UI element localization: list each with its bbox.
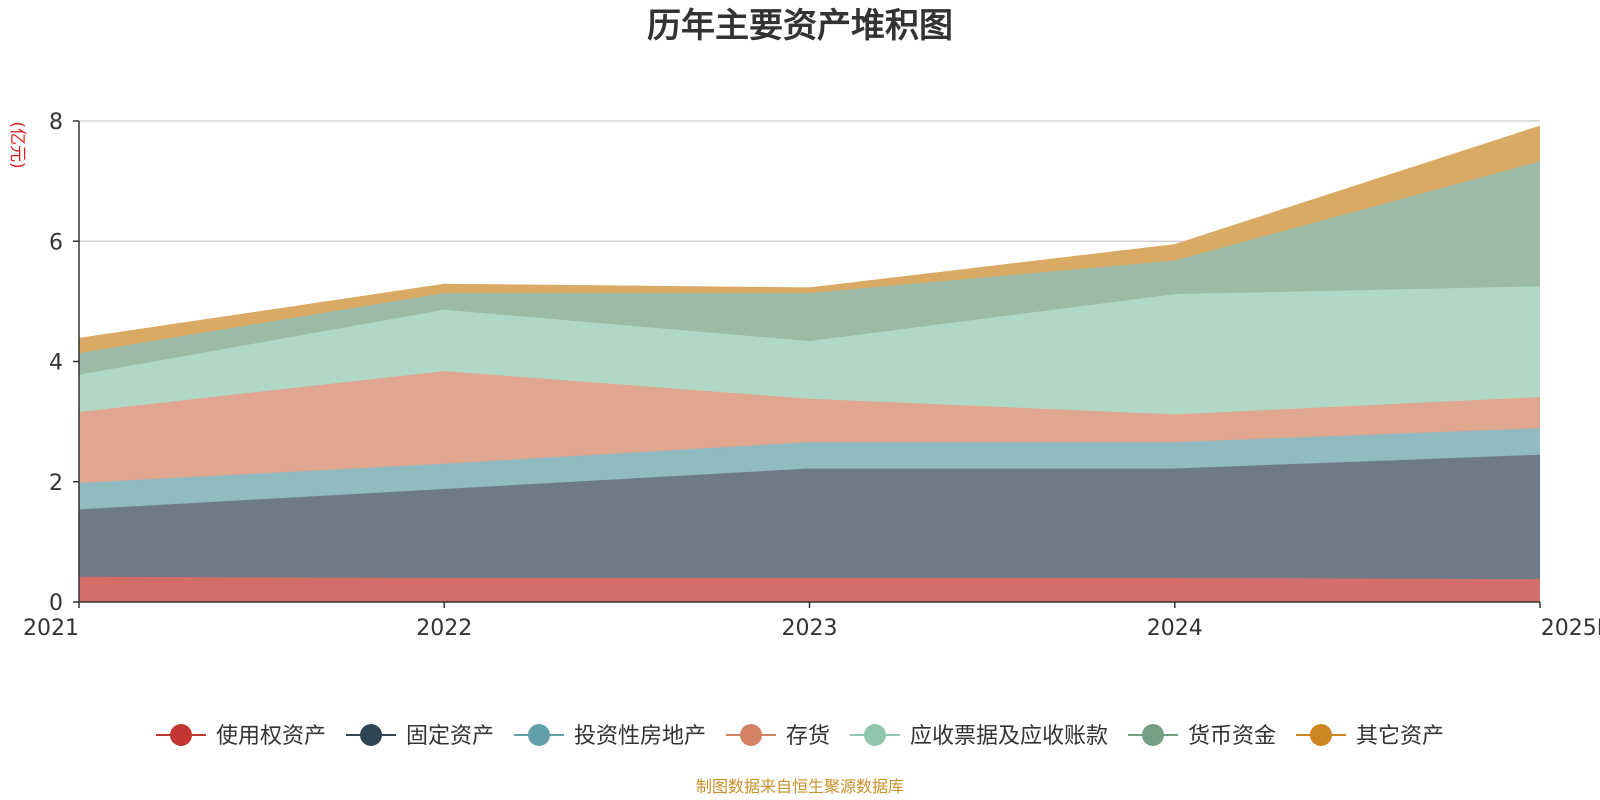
y-tick-label: 4 xyxy=(49,351,63,376)
area-series-5 xyxy=(79,286,1540,415)
legend-marker xyxy=(1310,724,1332,746)
legend-item: 存货 xyxy=(726,724,830,749)
y-axis-unit-label: (亿元) xyxy=(7,121,27,168)
legend-label: 存货 xyxy=(786,724,830,749)
legend-item: 其它资产 xyxy=(1296,724,1444,749)
x-tick-label: 2021 xyxy=(23,616,79,641)
x-tick-label: 2023 xyxy=(782,616,838,641)
legend-marker xyxy=(1142,724,1164,746)
legend-marker xyxy=(528,724,550,746)
y-tick-label: 8 xyxy=(49,110,63,135)
legend-marker xyxy=(360,724,382,746)
legend-item: 应收票据及应收账款 xyxy=(850,724,1108,749)
legend-item: 投资性房地产 xyxy=(514,724,706,749)
data-source-note: 制图数据来自恒生聚源数据库 xyxy=(696,777,904,796)
legend-item: 使用权资产 xyxy=(156,724,326,749)
area-series-6 xyxy=(79,161,1540,375)
legend-label: 应收票据及应收账款 xyxy=(910,724,1108,749)
y-tick-label: 6 xyxy=(49,230,63,255)
legend-label: 投资性房地产 xyxy=(574,724,706,749)
area-series-2 xyxy=(79,454,1540,580)
legend-label: 其它资产 xyxy=(1356,724,1444,749)
x-tick-label: 2025H1 xyxy=(1541,616,1600,641)
legend-label: 货币资金 xyxy=(1188,724,1276,749)
chart-title: 历年主要资产堆积图 xyxy=(647,6,953,46)
area-series-1 xyxy=(79,576,1540,602)
legend-marker xyxy=(740,724,762,746)
area-series-7 xyxy=(79,126,1540,354)
legend-item: 货币资金 xyxy=(1128,724,1276,749)
legend-marker xyxy=(170,724,192,746)
area-series-3 xyxy=(79,428,1540,510)
x-tick-label: 2024 xyxy=(1147,616,1203,641)
area-series-group xyxy=(78,125,1541,602)
area-edge-7 xyxy=(78,125,1541,340)
y-tick-label: 0 xyxy=(49,591,63,616)
axes: 0 2 4 6 8 2021 2022 2023 2024 2025H1 xyxy=(23,110,1600,641)
y-tick-label: 2 xyxy=(49,471,63,496)
legend-marker xyxy=(864,724,886,746)
legend: 使用权资产 固定资产 投资性房地产 存货 应收票据及应收账款 货币资金 其它资产 xyxy=(156,724,1444,749)
legend-label: 固定资产 xyxy=(406,724,494,749)
x-tick-label: 2022 xyxy=(416,616,472,641)
area-series-4 xyxy=(79,371,1540,483)
legend-label: 使用权资产 xyxy=(216,724,326,749)
legend-item: 固定资产 xyxy=(346,724,494,749)
